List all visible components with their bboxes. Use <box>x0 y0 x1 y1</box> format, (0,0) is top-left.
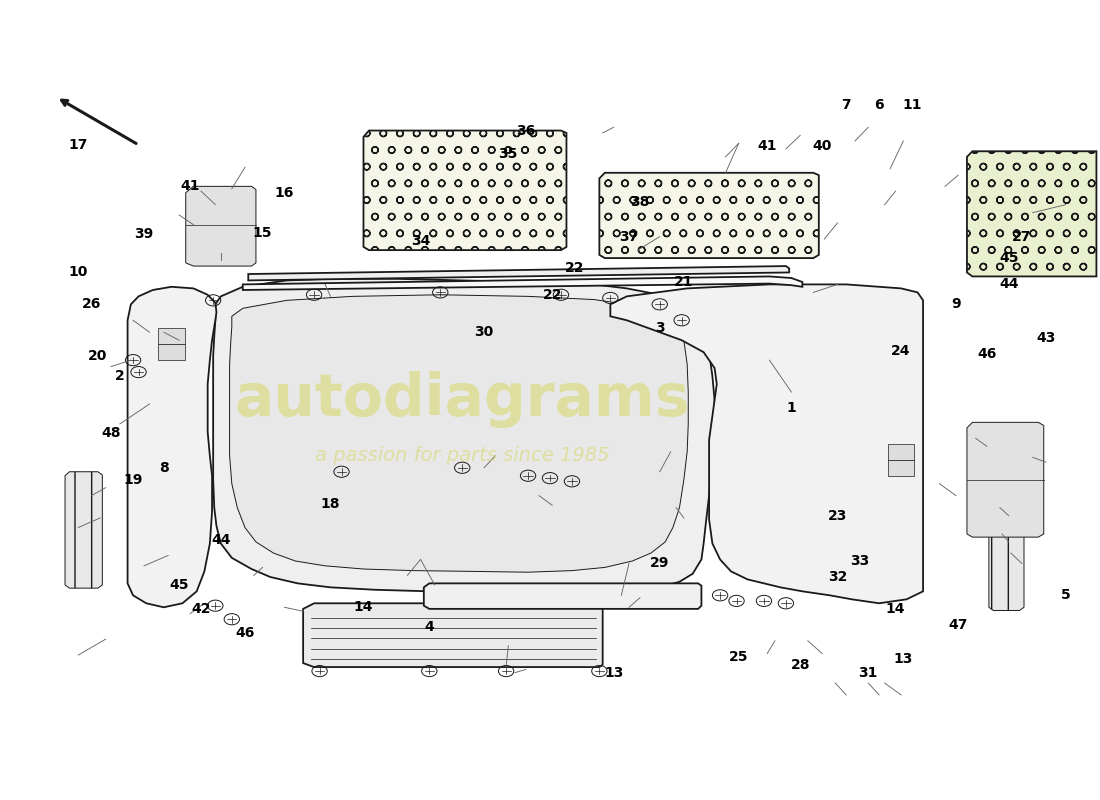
Text: 46: 46 <box>235 626 255 640</box>
Text: 30: 30 <box>474 326 494 339</box>
Polygon shape <box>249 266 789 281</box>
Text: 44: 44 <box>999 278 1019 291</box>
Text: 6: 6 <box>874 98 884 112</box>
Polygon shape <box>304 603 603 667</box>
Text: 15: 15 <box>253 226 273 239</box>
Text: 44: 44 <box>211 533 231 546</box>
Text: 47: 47 <box>948 618 968 632</box>
Polygon shape <box>989 494 1024 610</box>
Text: 35: 35 <box>498 147 518 162</box>
Polygon shape <box>65 472 102 588</box>
Text: 8: 8 <box>158 461 168 474</box>
Text: 13: 13 <box>604 666 624 680</box>
Text: 34: 34 <box>410 234 430 247</box>
Polygon shape <box>158 328 185 344</box>
Text: 2: 2 <box>116 369 124 383</box>
Polygon shape <box>186 186 256 266</box>
Text: 33: 33 <box>850 554 869 568</box>
Text: 4: 4 <box>425 620 435 634</box>
Text: 41: 41 <box>758 139 777 154</box>
Polygon shape <box>158 344 185 360</box>
Text: 43: 43 <box>1036 331 1056 345</box>
Polygon shape <box>967 151 1097 277</box>
Text: 27: 27 <box>1012 230 1032 243</box>
Text: 1: 1 <box>786 401 796 415</box>
Polygon shape <box>213 279 715 593</box>
Polygon shape <box>424 583 702 609</box>
Polygon shape <box>967 422 1044 537</box>
Text: 18: 18 <box>321 497 340 510</box>
Polygon shape <box>363 130 566 250</box>
Text: 42: 42 <box>191 602 211 616</box>
Text: 3: 3 <box>654 322 664 335</box>
Text: 14: 14 <box>354 600 373 614</box>
Text: 39: 39 <box>134 227 154 241</box>
Text: 23: 23 <box>828 509 847 522</box>
Polygon shape <box>610 285 923 603</box>
Text: 20: 20 <box>88 349 108 363</box>
Polygon shape <box>230 294 689 572</box>
Polygon shape <box>128 286 217 607</box>
Text: 5: 5 <box>1060 588 1070 602</box>
Text: 45: 45 <box>169 578 189 592</box>
Text: 36: 36 <box>516 123 536 138</box>
Polygon shape <box>888 460 914 476</box>
Text: 29: 29 <box>650 557 670 570</box>
Text: 11: 11 <box>902 98 922 112</box>
Text: 7: 7 <box>842 98 851 112</box>
Text: 22: 22 <box>542 288 562 302</box>
Text: 32: 32 <box>828 570 847 584</box>
Text: 9: 9 <box>952 298 960 311</box>
Text: 40: 40 <box>813 139 832 154</box>
Text: 48: 48 <box>101 426 121 441</box>
Text: 28: 28 <box>791 658 810 672</box>
Text: 17: 17 <box>68 138 88 152</box>
Text: 25: 25 <box>729 650 748 664</box>
Text: 31: 31 <box>858 666 878 680</box>
Text: 16: 16 <box>275 186 294 200</box>
Text: 46: 46 <box>977 346 997 361</box>
Polygon shape <box>243 277 802 290</box>
Text: 14: 14 <box>886 602 905 616</box>
Text: 10: 10 <box>68 266 88 279</box>
Text: 45: 45 <box>999 251 1019 265</box>
Text: 21: 21 <box>674 275 694 289</box>
Text: 38: 38 <box>630 195 650 210</box>
Text: 37: 37 <box>619 230 639 243</box>
Text: 26: 26 <box>81 298 101 311</box>
Polygon shape <box>600 173 818 258</box>
Text: 19: 19 <box>123 473 143 486</box>
Text: 22: 22 <box>564 262 584 275</box>
Text: 41: 41 <box>180 179 200 194</box>
Text: autodiagrams: autodiagrams <box>234 371 690 429</box>
Polygon shape <box>888 444 914 460</box>
Text: 24: 24 <box>891 343 911 358</box>
Text: a passion for parts since 1985: a passion for parts since 1985 <box>315 446 609 466</box>
Text: 13: 13 <box>893 652 913 666</box>
